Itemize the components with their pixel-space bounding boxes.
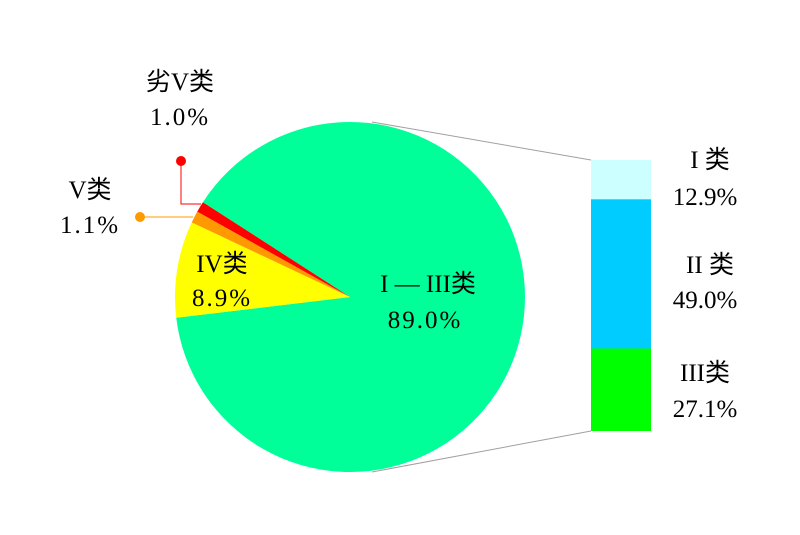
value-bar-ii: 49.0%: [673, 287, 738, 314]
connector-bottom: [371, 430, 592, 473]
slice-iv: [174, 222, 350, 318]
bar-segment-3: [591, 348, 651, 431]
value-bar-i: 12.9%: [673, 184, 738, 211]
bar-segment-2: [591, 199, 651, 349]
leader-dot-inferior-v: [176, 156, 186, 166]
slice-v: [191, 211, 350, 297]
connector-top: [371, 121, 592, 161]
value-iv: 8.9%: [192, 285, 252, 312]
label-i-iii: I — III类: [380, 270, 476, 298]
leader-line-inferior-v: [180, 161, 201, 205]
label-bar-iii: III类: [680, 359, 730, 387]
label-inferior-v: 劣V类: [146, 68, 214, 96]
slice-i-iii: [176, 122, 526, 473]
label-bar-ii: II 类: [686, 251, 734, 279]
label-bar-i: I 类: [690, 146, 730, 174]
value-i-iii: 89.0%: [388, 307, 463, 334]
value-bar-iii: 27.1%: [673, 396, 738, 423]
value-v: 1.1%: [60, 212, 120, 239]
label-v: V类: [68, 176, 111, 204]
slice-inferior-v: [197, 202, 350, 297]
value-inferior-v: 1.0%: [150, 104, 210, 131]
label-iv: IV类: [196, 250, 247, 278]
bar-segment-1: [591, 160, 651, 200]
leader-dot-v: [135, 212, 145, 222]
